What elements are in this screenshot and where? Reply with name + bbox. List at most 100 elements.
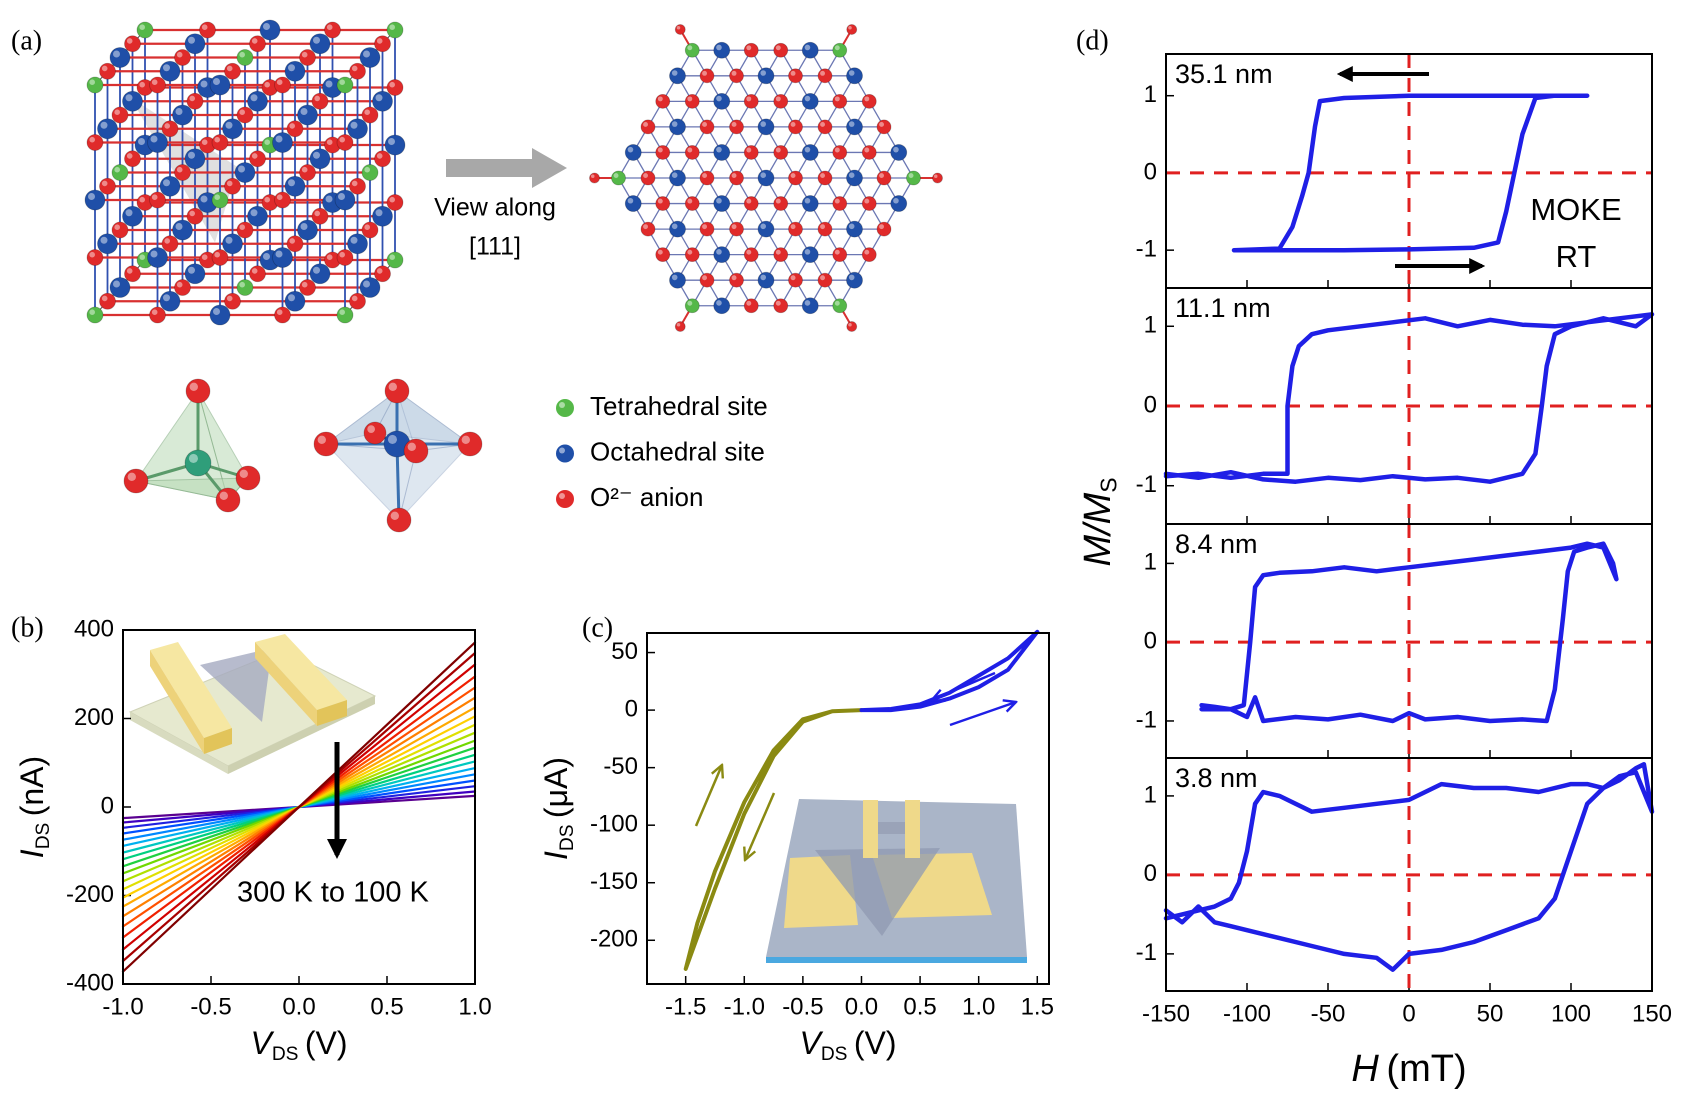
atom bbox=[611, 170, 626, 186]
atom-highlight bbox=[151, 309, 158, 316]
atom bbox=[211, 249, 229, 266]
atom bbox=[349, 292, 366, 310]
y-tick-label: -1 bbox=[1136, 706, 1157, 733]
atom-highlight bbox=[314, 210, 321, 217]
atom-highlight bbox=[388, 382, 397, 391]
legend-label: Tetrahedral site bbox=[590, 391, 768, 421]
atom bbox=[817, 68, 833, 84]
y-tick-label: 0 bbox=[101, 792, 114, 819]
x-tick-label: -1.5 bbox=[665, 993, 706, 1020]
x-tick-label: 0.5 bbox=[903, 993, 936, 1020]
atom-highlight bbox=[702, 173, 707, 178]
atom-highlight bbox=[834, 198, 840, 204]
atom-highlight bbox=[138, 138, 145, 145]
atom-highlight bbox=[339, 309, 346, 316]
data-line bbox=[859, 629, 1040, 713]
atom-highlight bbox=[731, 173, 737, 178]
atom-highlight bbox=[671, 121, 678, 127]
atom bbox=[386, 251, 404, 269]
atom bbox=[699, 119, 715, 135]
atom-highlight bbox=[150, 250, 158, 258]
atom bbox=[272, 132, 293, 153]
atom-highlight bbox=[289, 123, 296, 129]
arrow-text: [111] bbox=[469, 233, 521, 261]
atom-highlight bbox=[687, 198, 693, 204]
atom bbox=[589, 172, 600, 184]
atom bbox=[801, 92, 819, 110]
atom-highlight bbox=[746, 300, 752, 306]
atom-highlight bbox=[591, 174, 595, 178]
atom bbox=[684, 298, 700, 314]
atom bbox=[236, 106, 254, 124]
y-tick-label: -100 bbox=[590, 811, 638, 838]
atom bbox=[234, 162, 256, 183]
atom bbox=[284, 175, 306, 197]
annotation: 300 K to 100 K bbox=[237, 877, 430, 909]
atom-highlight bbox=[390, 511, 399, 520]
atom bbox=[186, 207, 204, 225]
atom-highlight bbox=[746, 96, 752, 102]
atom bbox=[817, 272, 833, 288]
atom bbox=[817, 119, 833, 135]
legend-marker bbox=[556, 399, 574, 417]
atom-highlight bbox=[804, 197, 811, 204]
atom bbox=[846, 321, 858, 332]
atom-highlight bbox=[746, 147, 752, 153]
atom-highlight bbox=[716, 146, 722, 153]
atom bbox=[384, 378, 410, 404]
atom bbox=[773, 145, 789, 160]
atom-highlight bbox=[627, 146, 634, 153]
atom bbox=[297, 104, 318, 126]
atom bbox=[374, 35, 391, 53]
atom-highlight bbox=[163, 64, 170, 72]
atom bbox=[832, 298, 848, 314]
atom-highlight bbox=[643, 224, 648, 230]
y-tick-label: 1 bbox=[1144, 81, 1157, 108]
atom-highlight bbox=[276, 309, 283, 316]
atom-highlight bbox=[301, 281, 308, 288]
atom-highlight bbox=[746, 198, 752, 204]
atom-highlight bbox=[702, 70, 707, 76]
atom-highlight bbox=[375, 94, 383, 102]
atom bbox=[122, 205, 143, 227]
atom bbox=[199, 21, 216, 39]
x-tick-label: -0.5 bbox=[782, 993, 823, 1020]
atom bbox=[801, 41, 819, 59]
x-tick-label: 1.0 bbox=[458, 993, 491, 1020]
atom bbox=[299, 279, 316, 296]
device-inset bbox=[128, 634, 377, 774]
atom bbox=[249, 265, 266, 283]
axis-label-text: M/M bbox=[1077, 492, 1119, 566]
y-tick-label: -1 bbox=[1136, 236, 1157, 263]
atom-highlight bbox=[687, 147, 693, 153]
atom-highlight bbox=[250, 209, 258, 217]
atom bbox=[347, 233, 368, 255]
data-line bbox=[1163, 762, 1655, 972]
x-tick-label: -150 bbox=[1142, 1000, 1190, 1027]
atom-highlight bbox=[226, 65, 233, 72]
atom bbox=[846, 169, 863, 187]
atom-highlight bbox=[775, 96, 781, 102]
x-tick-label: -50 bbox=[1311, 1000, 1346, 1027]
atom bbox=[832, 93, 848, 109]
atom-highlight bbox=[407, 442, 416, 451]
y-tick-label: 50 bbox=[611, 638, 638, 665]
atom-highlight bbox=[326, 24, 333, 31]
x-tick-label: -1.0 bbox=[724, 993, 765, 1020]
atom bbox=[386, 507, 412, 533]
atom bbox=[311, 207, 329, 225]
atom bbox=[359, 47, 381, 68]
atom-highlight bbox=[775, 147, 781, 153]
atom-highlight bbox=[676, 25, 681, 30]
atom-highlight bbox=[201, 24, 208, 31]
atom-highlight bbox=[804, 146, 811, 153]
atom bbox=[757, 118, 775, 136]
atom bbox=[374, 150, 391, 168]
atom-highlight bbox=[275, 250, 283, 258]
atom bbox=[861, 93, 877, 109]
atom-highlight bbox=[113, 50, 120, 58]
axis-label-subscript: DS bbox=[821, 1044, 848, 1065]
atom-highlight bbox=[126, 153, 133, 159]
atom-highlight bbox=[879, 224, 884, 230]
atom bbox=[174, 164, 191, 181]
